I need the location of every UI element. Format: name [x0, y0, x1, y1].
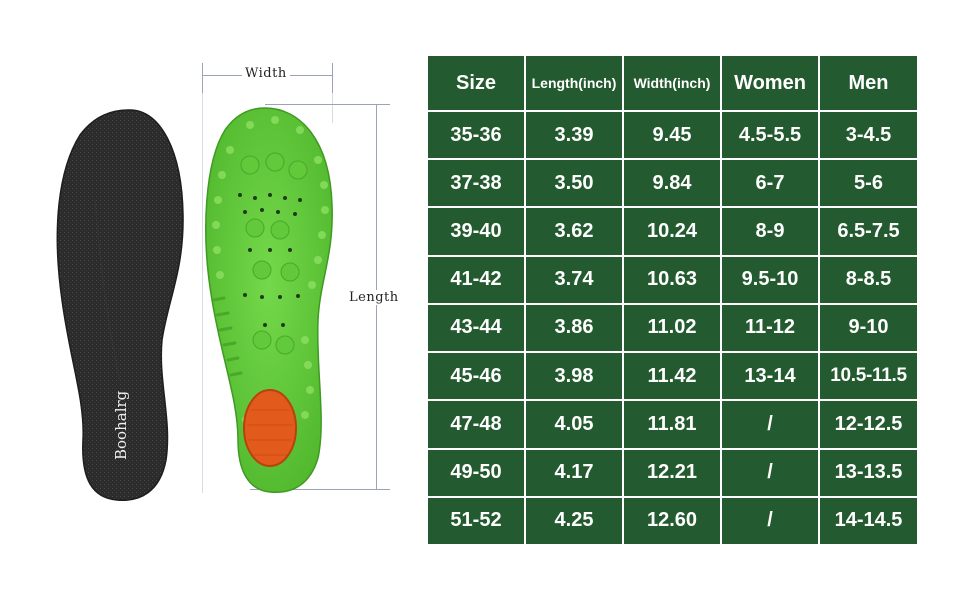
cell-men: 12-12.5	[818, 399, 919, 450]
cell-size: 51-52	[426, 495, 526, 547]
insole-illustration: Boohalrg	[56, 107, 333, 501]
cell-size: 43-44	[426, 302, 526, 354]
header-women: Women	[720, 54, 820, 112]
header-men: Men	[818, 54, 919, 112]
cell-size: 41-42	[426, 254, 526, 305]
header-length: Length(inch)	[524, 54, 624, 112]
table-header-row: Size Length(inch) Width(inch) Women Men	[426, 54, 919, 112]
cell-length: 3.39	[524, 109, 624, 161]
insole-top-view: Boohalrg	[56, 109, 184, 501]
cell-width: 12.21	[622, 447, 722, 498]
cell-women: /	[720, 447, 820, 498]
cell-length: 4.25	[524, 495, 624, 547]
length-top-tick	[265, 104, 390, 105]
table-row: 43-44 3.86 11.02 11-12 9-10	[426, 302, 919, 354]
cell-size: 35-36	[426, 109, 526, 161]
cell-men: 9-10	[818, 302, 919, 354]
cell-women: /	[720, 495, 820, 547]
cell-men: 14-14.5	[818, 495, 919, 547]
width-label: Width	[242, 66, 290, 81]
size-chart-table: Size Length(inch) Width(inch) Women Men …	[426, 54, 919, 547]
cell-length: 3.74	[524, 254, 624, 305]
cell-width: 9.84	[622, 158, 722, 209]
cell-women: 4.5-5.5	[720, 109, 820, 161]
cell-men: 6.5-7.5	[818, 206, 919, 257]
table-row: 35-36 3.39 9.45 4.5-5.5 3-4.5	[426, 109, 919, 161]
cell-women: 8-9	[720, 206, 820, 257]
heel-pad	[243, 389, 297, 467]
width-left-tick	[202, 63, 203, 93]
width-right-tick	[332, 63, 333, 93]
cell-men: 10.5-11.5	[818, 351, 919, 402]
cell-length: 3.62	[524, 206, 624, 257]
table-row: 45-46 3.98 11.42 13-14 10.5-11.5	[426, 351, 919, 402]
cell-width: 9.45	[622, 109, 722, 161]
table-row: 49-50 4.17 12.21 / 13-13.5	[426, 447, 919, 498]
cell-width: 12.60	[622, 495, 722, 547]
cell-width: 11.02	[622, 302, 722, 354]
insole-figure: Width Length Boohalrg	[0, 0, 420, 600]
cell-men: 13-13.5	[818, 447, 919, 498]
cell-length: 4.05	[524, 399, 624, 450]
cell-women: 9.5-10	[720, 254, 820, 305]
length-bottom-tick	[250, 489, 390, 490]
cell-men: 8-8.5	[818, 254, 919, 305]
header-size: Size	[426, 54, 526, 112]
cell-length: 3.98	[524, 351, 624, 402]
brand-logo: Boohalrg	[112, 390, 130, 460]
cell-length: 4.17	[524, 447, 624, 498]
cell-width: 10.24	[622, 206, 722, 257]
cell-men: 5-6	[818, 158, 919, 209]
header-width: Width(inch)	[622, 54, 722, 112]
cell-size: 37-38	[426, 158, 526, 209]
table-row: 37-38 3.50 9.84 6-7 5-6	[426, 158, 919, 209]
cell-length: 3.50	[524, 158, 624, 209]
table-row: 39-40 3.62 10.24 8-9 6.5-7.5	[426, 206, 919, 257]
length-label: Length	[346, 290, 402, 305]
cell-women: 6-7	[720, 158, 820, 209]
table-row: 51-52 4.25 12.60 / 14-14.5	[426, 495, 919, 547]
table-row: 41-42 3.74 10.63 9.5-10 8-8.5	[426, 254, 919, 305]
cell-width: 10.63	[622, 254, 722, 305]
cell-width: 11.42	[622, 351, 722, 402]
cell-size: 49-50	[426, 447, 526, 498]
cell-women: 11-12	[720, 302, 820, 354]
width-right-extension	[332, 93, 333, 123]
cell-women: 13-14	[720, 351, 820, 402]
cell-width: 11.81	[622, 399, 722, 450]
cell-size: 47-48	[426, 399, 526, 450]
width-left-extension	[202, 93, 203, 493]
cell-length: 3.86	[524, 302, 624, 354]
cell-men: 3-4.5	[818, 109, 919, 161]
insole-bottom-view	[205, 107, 333, 493]
table-row: 47-48 4.05 11.81 / 12-12.5	[426, 399, 919, 450]
cell-women: /	[720, 399, 820, 450]
cell-size: 39-40	[426, 206, 526, 257]
cell-size: 45-46	[426, 351, 526, 402]
